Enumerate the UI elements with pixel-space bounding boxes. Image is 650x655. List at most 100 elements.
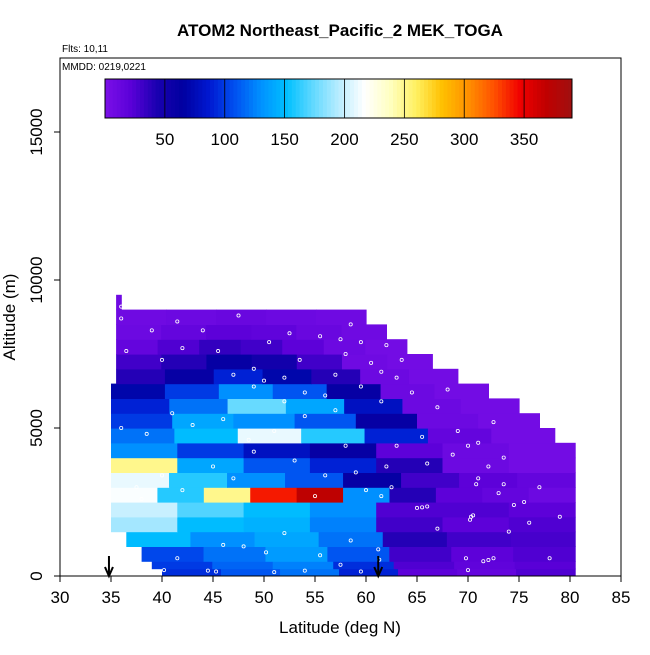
sample-point bbox=[358, 569, 363, 574]
sample-point bbox=[159, 357, 164, 362]
curtain-cell bbox=[482, 487, 530, 503]
colorbar-segment bbox=[443, 79, 448, 118]
curtain-cell bbox=[296, 487, 344, 503]
sample-point bbox=[264, 550, 269, 555]
chart-title: ATOM2 Northeast_Pacific_2 MEK_TOGA bbox=[177, 21, 503, 40]
colorbar-segment bbox=[486, 79, 491, 118]
colorbar-segment bbox=[517, 79, 522, 118]
sample-point bbox=[261, 378, 266, 383]
colorbar-segment bbox=[202, 79, 207, 118]
colorbar-segment bbox=[365, 79, 371, 118]
colorbar-segment bbox=[494, 79, 499, 118]
sample-point bbox=[251, 384, 256, 389]
curtain-cell bbox=[446, 531, 512, 547]
sample-point bbox=[481, 559, 486, 564]
sample-point bbox=[287, 331, 292, 336]
curtain-cell bbox=[111, 487, 159, 503]
curtain-cell bbox=[206, 324, 252, 340]
curtain-cell bbox=[272, 383, 328, 399]
curtain-cell bbox=[164, 368, 215, 385]
sample-point bbox=[297, 357, 302, 362]
sample-point bbox=[476, 440, 481, 445]
sample-point bbox=[180, 488, 185, 493]
sample-point bbox=[358, 384, 363, 389]
colorbar-segment bbox=[404, 79, 410, 118]
sample-point bbox=[445, 387, 450, 392]
sample-point bbox=[323, 393, 328, 398]
sample-point bbox=[190, 423, 195, 428]
sample-point bbox=[318, 553, 323, 558]
colorbar-segment bbox=[435, 79, 441, 118]
curtain-cell bbox=[174, 428, 239, 444]
colorbar-segment bbox=[326, 79, 332, 118]
colorbar-segment bbox=[233, 79, 238, 118]
curtain-cell bbox=[442, 457, 510, 473]
sample-point bbox=[450, 452, 455, 457]
sample-point bbox=[486, 464, 491, 469]
colorbar-segment bbox=[315, 79, 320, 118]
colorbar-segment bbox=[490, 79, 495, 118]
sample-point bbox=[333, 408, 338, 413]
sample-point bbox=[476, 476, 481, 481]
sample-point bbox=[282, 375, 287, 380]
colorbar-segment bbox=[568, 79, 573, 118]
curtain-cell bbox=[177, 516, 245, 533]
colorbar-segment bbox=[455, 79, 460, 118]
sample-point bbox=[471, 513, 476, 518]
curtain-cell bbox=[251, 324, 297, 340]
colorbar-segment bbox=[178, 79, 184, 118]
sample-point bbox=[506, 529, 511, 534]
curtain-cell bbox=[427, 428, 492, 444]
sample-point bbox=[363, 488, 368, 493]
curtain-cell bbox=[382, 531, 448, 547]
sample-point bbox=[511, 502, 516, 507]
sample-point bbox=[221, 417, 226, 422]
colorbar-segment bbox=[400, 79, 406, 118]
curtain-cell bbox=[243, 502, 311, 518]
sample-point bbox=[486, 558, 491, 563]
sample-point bbox=[435, 405, 440, 410]
colorbar-segment bbox=[245, 79, 250, 118]
curtain-cell bbox=[190, 531, 256, 547]
sample-point bbox=[420, 434, 425, 439]
curtain-cell bbox=[233, 413, 296, 429]
colorbar-segment bbox=[190, 79, 196, 118]
sample-point bbox=[394, 375, 399, 380]
colorbar-segment bbox=[548, 79, 554, 118]
curtain-cell bbox=[451, 546, 514, 562]
curtain-cell bbox=[389, 546, 452, 562]
curtain-cell bbox=[280, 568, 340, 576]
sample-point bbox=[267, 340, 272, 345]
curtain-cell bbox=[218, 383, 274, 399]
y-tick-label: 0 bbox=[27, 571, 46, 580]
colorbar-segment bbox=[350, 79, 355, 118]
sample-point bbox=[338, 337, 343, 342]
colorbar-segment bbox=[447, 79, 452, 118]
colorbar-segment bbox=[171, 79, 176, 118]
colorbar-segment bbox=[389, 79, 394, 118]
colorbar-segment bbox=[155, 79, 160, 118]
curtain-cell bbox=[517, 472, 576, 488]
colorbar-segment bbox=[354, 79, 359, 118]
colorbar-segment bbox=[338, 79, 343, 118]
sample-point bbox=[162, 568, 167, 573]
curtain-cell bbox=[111, 398, 170, 414]
curtain-cell bbox=[323, 339, 366, 355]
curtain-cell bbox=[343, 472, 402, 488]
colorbar-tick-label: 200 bbox=[330, 130, 358, 149]
curtain-cell bbox=[364, 428, 429, 444]
colorbar-segment bbox=[533, 79, 538, 118]
colorbar-segment bbox=[470, 79, 476, 118]
x-tick-label: 60 bbox=[357, 588, 376, 607]
curtain-cell bbox=[301, 428, 366, 444]
curtain-cell bbox=[111, 442, 178, 459]
colorbar-tick-label: 300 bbox=[450, 130, 478, 149]
sample-point bbox=[384, 464, 389, 469]
curtain-cell bbox=[237, 428, 302, 444]
curtain-cell bbox=[161, 354, 208, 370]
curtain-cell bbox=[213, 368, 264, 385]
colorbar-segment bbox=[396, 79, 402, 118]
colorbar-segment bbox=[330, 79, 336, 118]
curtain-cell bbox=[457, 568, 517, 576]
curtain-cell bbox=[227, 472, 286, 488]
